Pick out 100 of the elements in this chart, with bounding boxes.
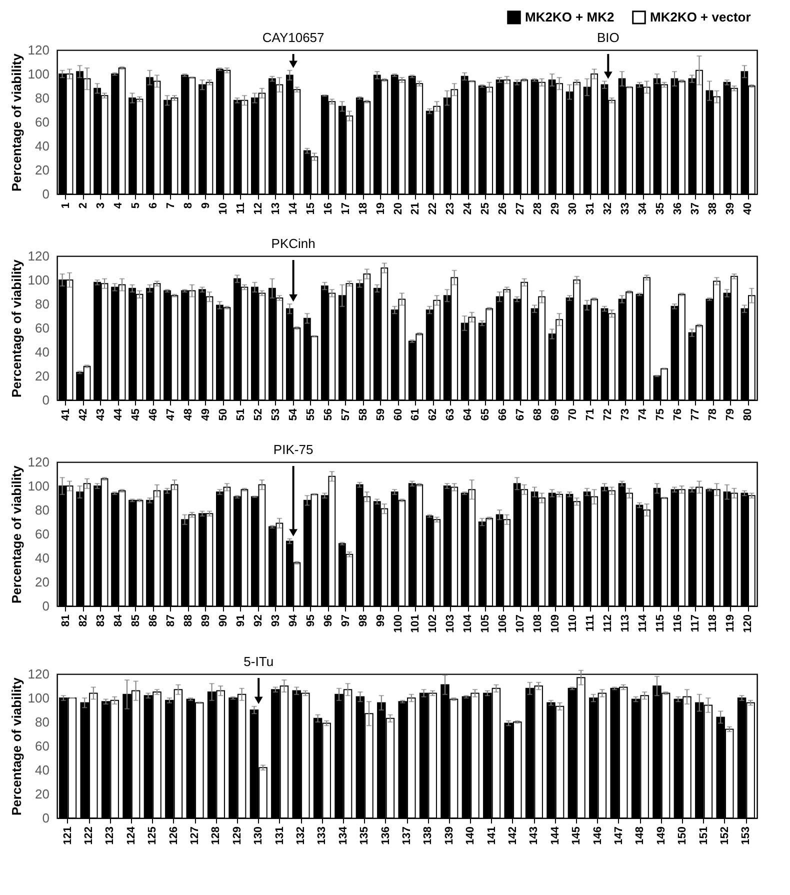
x-tick-label: 64: [462, 408, 474, 421]
x-tick-label: 101: [410, 614, 422, 633]
x-tick-label: 92: [252, 614, 264, 627]
x-tick-label: 41: [60, 408, 72, 421]
x-tick-label: 100: [392, 614, 404, 633]
x-tick-label: 53: [270, 408, 282, 421]
y-tick-label: 100: [28, 690, 50, 706]
y-tick-label: 60: [35, 526, 50, 542]
x-tick-label: 109: [550, 614, 562, 633]
x-tick-label: 17: [340, 202, 352, 215]
x-tick-label: 148: [634, 826, 646, 845]
x-tick-label: 60: [392, 408, 404, 421]
x-tick-label: 40: [742, 202, 754, 215]
x-tick-label: 13: [270, 202, 282, 215]
x-tick-label: 118: [707, 614, 720, 632]
x-tick-label: 57: [340, 408, 352, 421]
x-tick-label: 81: [60, 614, 72, 627]
x-tick-label: 113: [620, 614, 632, 632]
legend-label: MK2KO + vector: [650, 9, 751, 24]
x-tick-label: 32: [602, 202, 614, 215]
x-tick-label: 3: [94, 202, 107, 209]
x-tick-label: 105: [480, 614, 492, 633]
x-tick-label: 123: [104, 826, 116, 845]
x-tick-label: 111: [584, 614, 597, 632]
x-tick-label: 140: [464, 826, 477, 845]
x-tick-label: 96: [322, 614, 334, 627]
x-tick-label: 71: [584, 408, 597, 421]
x-tick-label: 9: [200, 202, 212, 209]
x-tick-label: 4: [112, 202, 124, 209]
x-tick-label: 95: [304, 614, 317, 627]
x-tick-label: 33: [620, 202, 632, 215]
y-axis-title: Percentage of viability: [8, 464, 24, 604]
y-tick-label: 40: [35, 344, 50, 360]
x-tick-label: 31: [584, 202, 597, 215]
x-tick-label: 5: [130, 202, 142, 209]
x-tick-label: 137: [401, 826, 413, 845]
x-tick-label: 72: [602, 408, 614, 421]
y-tick-label: 120: [28, 248, 50, 264]
x-tick-label: 130: [252, 826, 265, 845]
y-tick-label: 60: [35, 320, 50, 336]
annotation: PIK-75: [273, 442, 314, 457]
x-tick-label: 15: [304, 202, 317, 215]
x-tick-label: 18: [357, 202, 370, 215]
x-tick-label: 36: [672, 202, 684, 215]
x-tick-label: 124: [125, 826, 138, 845]
x-tick-label: 58: [357, 408, 370, 421]
x-tick-label: 138: [422, 826, 434, 845]
y-axis-title: Percentage of viability: [8, 676, 24, 816]
x-tick-label: 22: [427, 202, 440, 215]
x-tick-label: 144: [549, 826, 562, 845]
x-tick-label: 6: [147, 202, 160, 209]
x-tick-label: 117: [690, 614, 702, 632]
x-tick-label: 104: [462, 614, 474, 633]
x-tick-label: 131: [274, 826, 286, 845]
y-tick-label: 0: [42, 186, 50, 202]
x-tick-label: 66: [497, 408, 510, 421]
x-tick-label: 45: [130, 408, 142, 421]
y-axis-title: Percentage of viability: [8, 258, 24, 398]
y-tick-label: 80: [35, 90, 50, 106]
y-tick-label: 80: [35, 714, 50, 730]
y-tick-label: 100: [28, 272, 50, 288]
x-tick-label: 97: [340, 614, 352, 627]
legend-label: MK2KO + MK2: [525, 9, 614, 24]
x-tick-label: 151: [698, 826, 710, 845]
y-tick-label: 120: [28, 42, 50, 58]
y-tick-label: 80: [35, 296, 50, 312]
y-tick-label: 40: [35, 550, 50, 566]
y-tick-label: 40: [35, 138, 50, 154]
x-tick-label: 149: [655, 826, 668, 845]
x-tick-label: 139: [443, 826, 456, 845]
x-tick-label: 56: [322, 408, 334, 421]
x-tick-label: 141: [486, 826, 498, 845]
x-tick-label: 128: [210, 826, 222, 845]
x-tick-label: 68: [532, 408, 544, 421]
y-tick-label: 120: [28, 666, 50, 682]
x-tick-label: 52: [252, 408, 264, 421]
x-tick-label: 98: [357, 614, 370, 627]
x-tick-label: 74: [637, 408, 650, 421]
x-tick-label: 120: [742, 614, 754, 633]
x-tick-label: 49: [200, 408, 212, 421]
x-tick-label: 86: [147, 614, 160, 627]
x-tick-label: 34: [637, 202, 650, 215]
x-tick-label: 147: [612, 826, 625, 845]
y-tick-label: 100: [28, 478, 50, 494]
x-tick-label: 135: [358, 826, 371, 845]
y-axis-title: Percentage of viability: [8, 52, 24, 192]
y-tick-label: 0: [42, 810, 50, 826]
x-tick-label: 1: [60, 202, 72, 209]
x-tick-label: 126: [168, 826, 180, 845]
x-tick-label: 48: [182, 408, 194, 421]
y-tick-label: 120: [28, 454, 50, 470]
x-tick-label: 133: [316, 826, 328, 845]
x-tick-label: 115: [654, 614, 667, 632]
x-tick-label: 59: [374, 408, 387, 421]
x-tick-label: 44: [112, 408, 124, 421]
y-tick-label: 80: [35, 502, 50, 518]
x-tick-label: 14: [287, 202, 300, 215]
x-tick-label: 23: [444, 202, 457, 215]
x-tick-label: 7: [164, 202, 177, 209]
x-tick-label: 50: [217, 408, 230, 421]
